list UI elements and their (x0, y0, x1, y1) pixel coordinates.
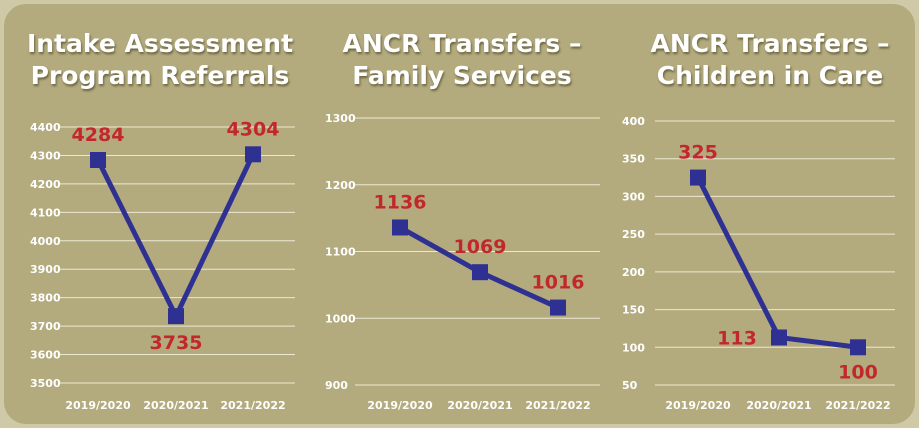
y-tick-label: 100 (622, 341, 645, 354)
y-tick-label: 1300 (325, 112, 356, 125)
y-tick-label: 250 (622, 228, 645, 241)
x-tick-label: 2020/2021 (447, 399, 512, 412)
y-tick-label: 3800 (30, 292, 61, 305)
data-label: 113 (717, 327, 757, 349)
chart-title: ANCR Transfers – Family Services (342, 29, 582, 90)
y-tick-label: 4000 (30, 235, 61, 248)
data-label: 1069 (454, 236, 507, 258)
y-tick-label: 3700 (30, 320, 61, 333)
chart-title: Intake Assessment Program Referrals (26, 29, 294, 90)
y-tick-label: 4100 (30, 206, 61, 219)
marker (245, 146, 261, 163)
marker (550, 299, 566, 316)
marker (90, 151, 106, 168)
x-tick-label: 2021/2022 (220, 399, 285, 412)
y-tick-label: 200 (622, 266, 645, 279)
x-tick-label: 2019/2020 (65, 399, 131, 412)
chart-title: ANCR Transfers – Children in Care (650, 29, 890, 90)
y-tick-label: 3600 (30, 349, 61, 362)
y-tick-label: 1100 (325, 246, 356, 259)
data-label: 4284 (72, 124, 125, 146)
y-tick-label: 350 (622, 153, 645, 166)
y-tick-label: 900 (325, 379, 348, 392)
y-tick-label: 4200 (30, 178, 61, 191)
y-tick-label: 4400 (30, 121, 61, 134)
data-label: 3735 (150, 332, 203, 354)
y-tick-label: 3500 (30, 377, 61, 390)
y-tick-label: 1000 (325, 312, 356, 325)
y-tick-label: 150 (622, 304, 645, 317)
x-tick-label: 2021/2022 (825, 399, 890, 412)
x-tick-label: 2019/2020 (665, 399, 731, 412)
marker (771, 329, 787, 346)
x-tick-label: 2020/2021 (746, 399, 811, 412)
data-label: 100 (838, 361, 878, 383)
data-label: 1136 (374, 191, 427, 213)
y-tick-label: 4300 (30, 149, 61, 162)
y-tick-label: 50 (622, 379, 638, 392)
data-label: 325 (678, 142, 718, 164)
x-tick-label: 2019/2020 (367, 399, 433, 412)
y-tick-label: 300 (622, 190, 645, 203)
marker (690, 169, 706, 186)
data-label: 1016 (532, 272, 585, 294)
marker (850, 339, 866, 356)
data-label: 4304 (227, 118, 280, 140)
x-tick-label: 2021/2022 (525, 399, 590, 412)
x-tick-label: 2020/2021 (143, 399, 208, 412)
y-tick-label: 3900 (30, 263, 61, 276)
background (4, 4, 915, 424)
y-tick-label: 1200 (325, 179, 356, 192)
marker (472, 264, 488, 281)
marker (168, 308, 184, 325)
y-tick-label: 400 (622, 115, 645, 128)
marker (392, 219, 408, 236)
